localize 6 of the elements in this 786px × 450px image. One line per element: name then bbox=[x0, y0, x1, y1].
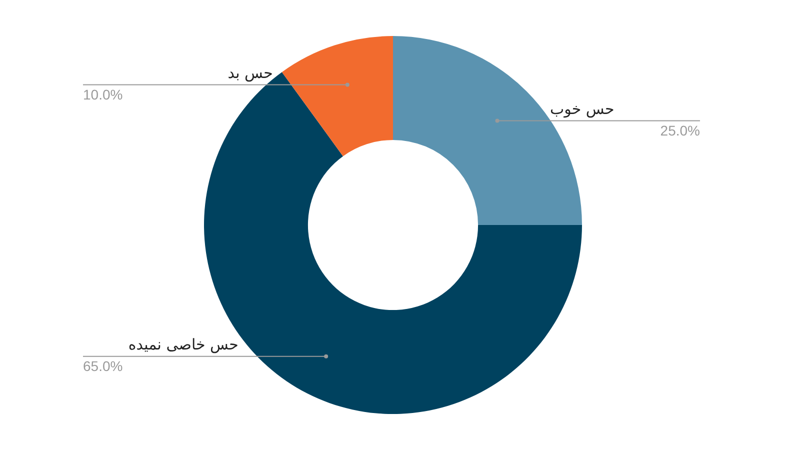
slice-label: حس خوب bbox=[550, 100, 614, 118]
slice-label: حس خاصی نمیده bbox=[128, 336, 238, 354]
data-label: 10.0% bbox=[83, 86, 123, 103]
data-label: 25.0% bbox=[660, 122, 700, 139]
slice-label: حس بد bbox=[228, 64, 273, 82]
data-label: 65.0% bbox=[83, 358, 123, 374]
